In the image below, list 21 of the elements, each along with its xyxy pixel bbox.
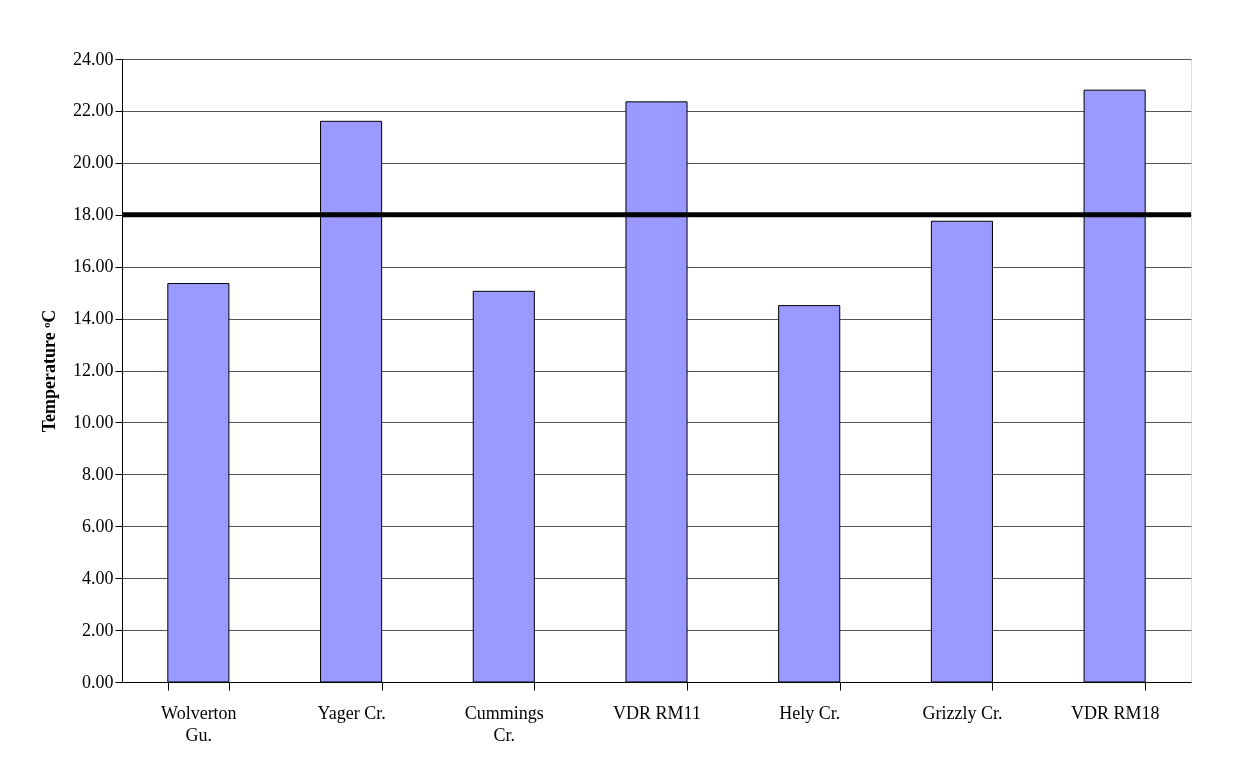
y-axis-title: Temperature ᵒC bbox=[39, 309, 59, 433]
x-tick-label: Grizzly Cr. bbox=[922, 702, 1003, 723]
y-tick-label: 24.00 bbox=[73, 48, 114, 69]
x-tick-label: Hely Cr. bbox=[779, 702, 841, 723]
y-tick-label: 2.00 bbox=[82, 619, 114, 640]
x-tick-label: Wolverton Gu. bbox=[161, 702, 237, 745]
x-tick-label: VDR RM11 bbox=[613, 702, 701, 723]
y-tick-label: 6.00 bbox=[82, 515, 114, 536]
y-tick-label: 8.00 bbox=[82, 463, 114, 484]
y-tick-label: 16.00 bbox=[73, 256, 114, 277]
y-tick-label: 20.00 bbox=[73, 152, 114, 173]
y-tick-label: 12.00 bbox=[73, 360, 114, 380]
x-tick-label: Cummings Cr. bbox=[464, 702, 544, 745]
y-tick-label: 14.00 bbox=[73, 308, 114, 329]
y-tick-label: 18.00 bbox=[73, 204, 114, 225]
y-tick-label: 22.00 bbox=[73, 100, 114, 121]
y-tick-label: 4.00 bbox=[82, 567, 114, 588]
x-tick-label: VDR RM18 bbox=[1070, 702, 1160, 723]
y-tick-label: 0.00 bbox=[82, 671, 114, 692]
x-tick-label: Yager Cr. bbox=[317, 702, 386, 723]
y-tick-label: 10.00 bbox=[73, 411, 114, 432]
